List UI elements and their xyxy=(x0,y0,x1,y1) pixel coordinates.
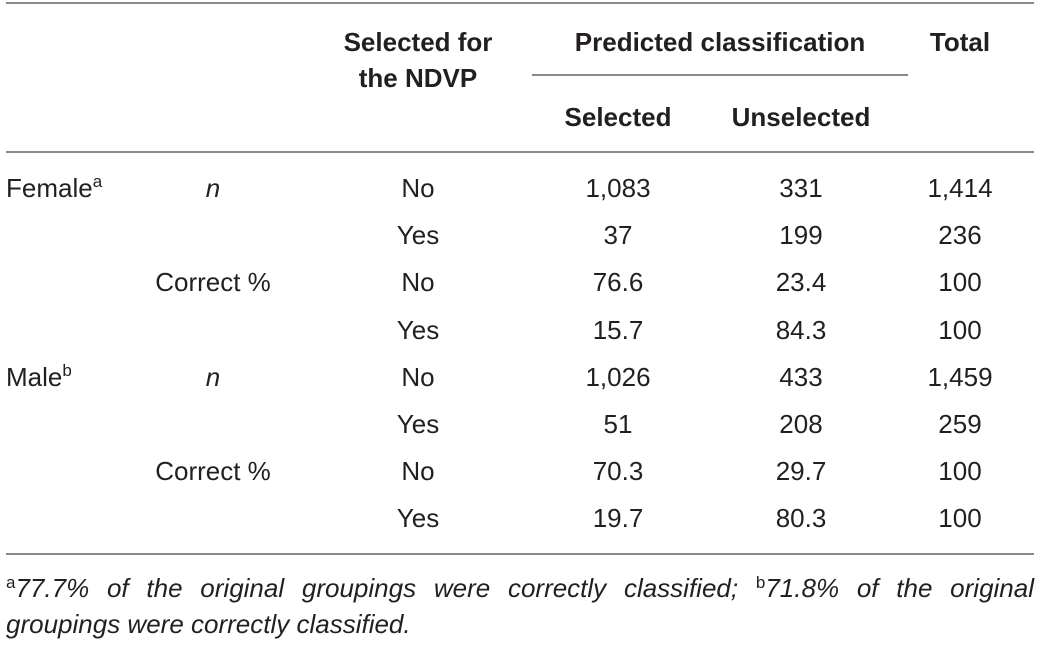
cell-predicted-unselected: 80.3 xyxy=(775,503,827,533)
cell-selected-for-ndvp: Yes xyxy=(396,503,440,533)
cell-total: 100 xyxy=(938,267,982,297)
cell-total: 259 xyxy=(938,409,982,439)
header-selected: Selected xyxy=(564,102,672,132)
cell-measure: Correct % xyxy=(155,267,271,297)
group-label-footnote-marker: a xyxy=(92,172,103,191)
cell-selected-for-ndvp: Yes xyxy=(396,315,440,345)
cell-predicted-unselected: 208 xyxy=(779,409,823,439)
cell-predicted-unselected: 23.4 xyxy=(775,267,827,297)
table-bottom-rule xyxy=(6,553,1034,555)
cell-total: 100 xyxy=(938,315,982,345)
cell-predicted-selected: 1,083 xyxy=(585,173,651,203)
cell-predicted-selected: 70.3 xyxy=(592,456,644,486)
header-unselected: Unselected xyxy=(731,102,871,132)
group-label-footnote-marker: b xyxy=(62,361,72,380)
cell-predicted-selected: 51 xyxy=(603,409,633,439)
cell-predicted-unselected: 84.3 xyxy=(775,315,827,345)
cell-predicted-unselected: 433 xyxy=(779,362,823,392)
cell-predicted-unselected: 199 xyxy=(779,220,823,250)
cell-predicted-unselected: 331 xyxy=(779,173,823,203)
cell-selected-for-ndvp: No xyxy=(401,267,435,297)
table-top-rule xyxy=(6,2,1034,4)
header-selected-line1: Selected for xyxy=(343,27,493,57)
header-selected-line2: the NDVP xyxy=(358,63,478,93)
cell-total: 100 xyxy=(938,503,982,533)
cell-selected-for-ndvp: No xyxy=(401,173,435,203)
cell-measure: n xyxy=(205,173,221,203)
group-label-text: Female xyxy=(6,173,93,203)
group-label-text: Male xyxy=(6,362,63,392)
table-footnote: a77.7% of the original groupings were co… xyxy=(6,570,1034,642)
cell-predicted-unselected: 29.7 xyxy=(775,456,827,486)
cell-measure: Correct % xyxy=(155,456,271,486)
cell-selected-for-ndvp: Yes xyxy=(396,409,440,439)
footnote-a-marker: a xyxy=(6,573,16,592)
cell-selected-for-ndvp: No xyxy=(401,362,435,392)
cell-predicted-selected: 37 xyxy=(603,220,633,250)
header-selected-for-ndvp: Selected for the NDVP xyxy=(344,24,493,96)
cell-predicted-selected: 1,026 xyxy=(585,362,651,392)
cell-predicted-selected: 19.7 xyxy=(592,503,644,533)
footnote-b-marker: b xyxy=(755,573,766,592)
cell-selected-for-ndvp: No xyxy=(401,456,435,486)
predicted-group-rule xyxy=(532,74,908,76)
header-predicted-classification: Predicted classification xyxy=(574,27,866,57)
cell-total: 236 xyxy=(938,220,982,250)
group-label: Maleb xyxy=(6,362,72,392)
header-bottom-rule xyxy=(6,151,1034,153)
cell-selected-for-ndvp: Yes xyxy=(396,220,440,250)
cell-total: 1,414 xyxy=(927,173,993,203)
group-label: Femalea xyxy=(6,173,102,203)
footnote-a-text: 77.7% of the original groupings were cor… xyxy=(15,573,739,603)
cell-predicted-selected: 76.6 xyxy=(592,267,644,297)
cell-measure: n xyxy=(205,362,221,392)
header-total: Total xyxy=(929,27,991,57)
cell-total: 1,459 xyxy=(927,362,993,392)
cell-predicted-selected: 15.7 xyxy=(592,315,644,345)
cell-total: 100 xyxy=(938,456,982,486)
footnote-b-text: 71.8% of the original groupings were cor… xyxy=(6,573,1034,639)
